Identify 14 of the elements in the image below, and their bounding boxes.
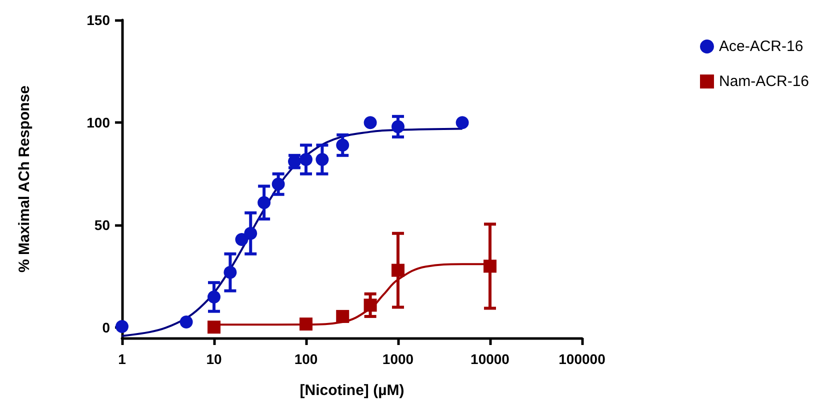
x-tick-label: 100 — [294, 351, 318, 367]
y-tick-label: 0 — [102, 320, 110, 336]
legend-label: Ace-ACR-16 — [718, 38, 804, 55]
legend-label: Nam-ACR-16 — [718, 73, 809, 90]
x-tick-label: 100000 — [558, 351, 606, 367]
x-tick-label: 10 — [206, 351, 222, 367]
x-axis-title: [Nicotine] (µM) — [300, 382, 404, 399]
y-tick-label: 50 — [94, 217, 110, 234]
y-tick-label: 100 — [86, 114, 110, 131]
x-tick-label: 1 — [118, 351, 126, 367]
y-tick-label: 150 — [86, 12, 110, 28]
x-tick-label: 1000 — [382, 351, 414, 367]
y-axis-title: % Maximal ACh Response — [16, 86, 33, 272]
x-tick-label: 10000 — [470, 351, 510, 367]
